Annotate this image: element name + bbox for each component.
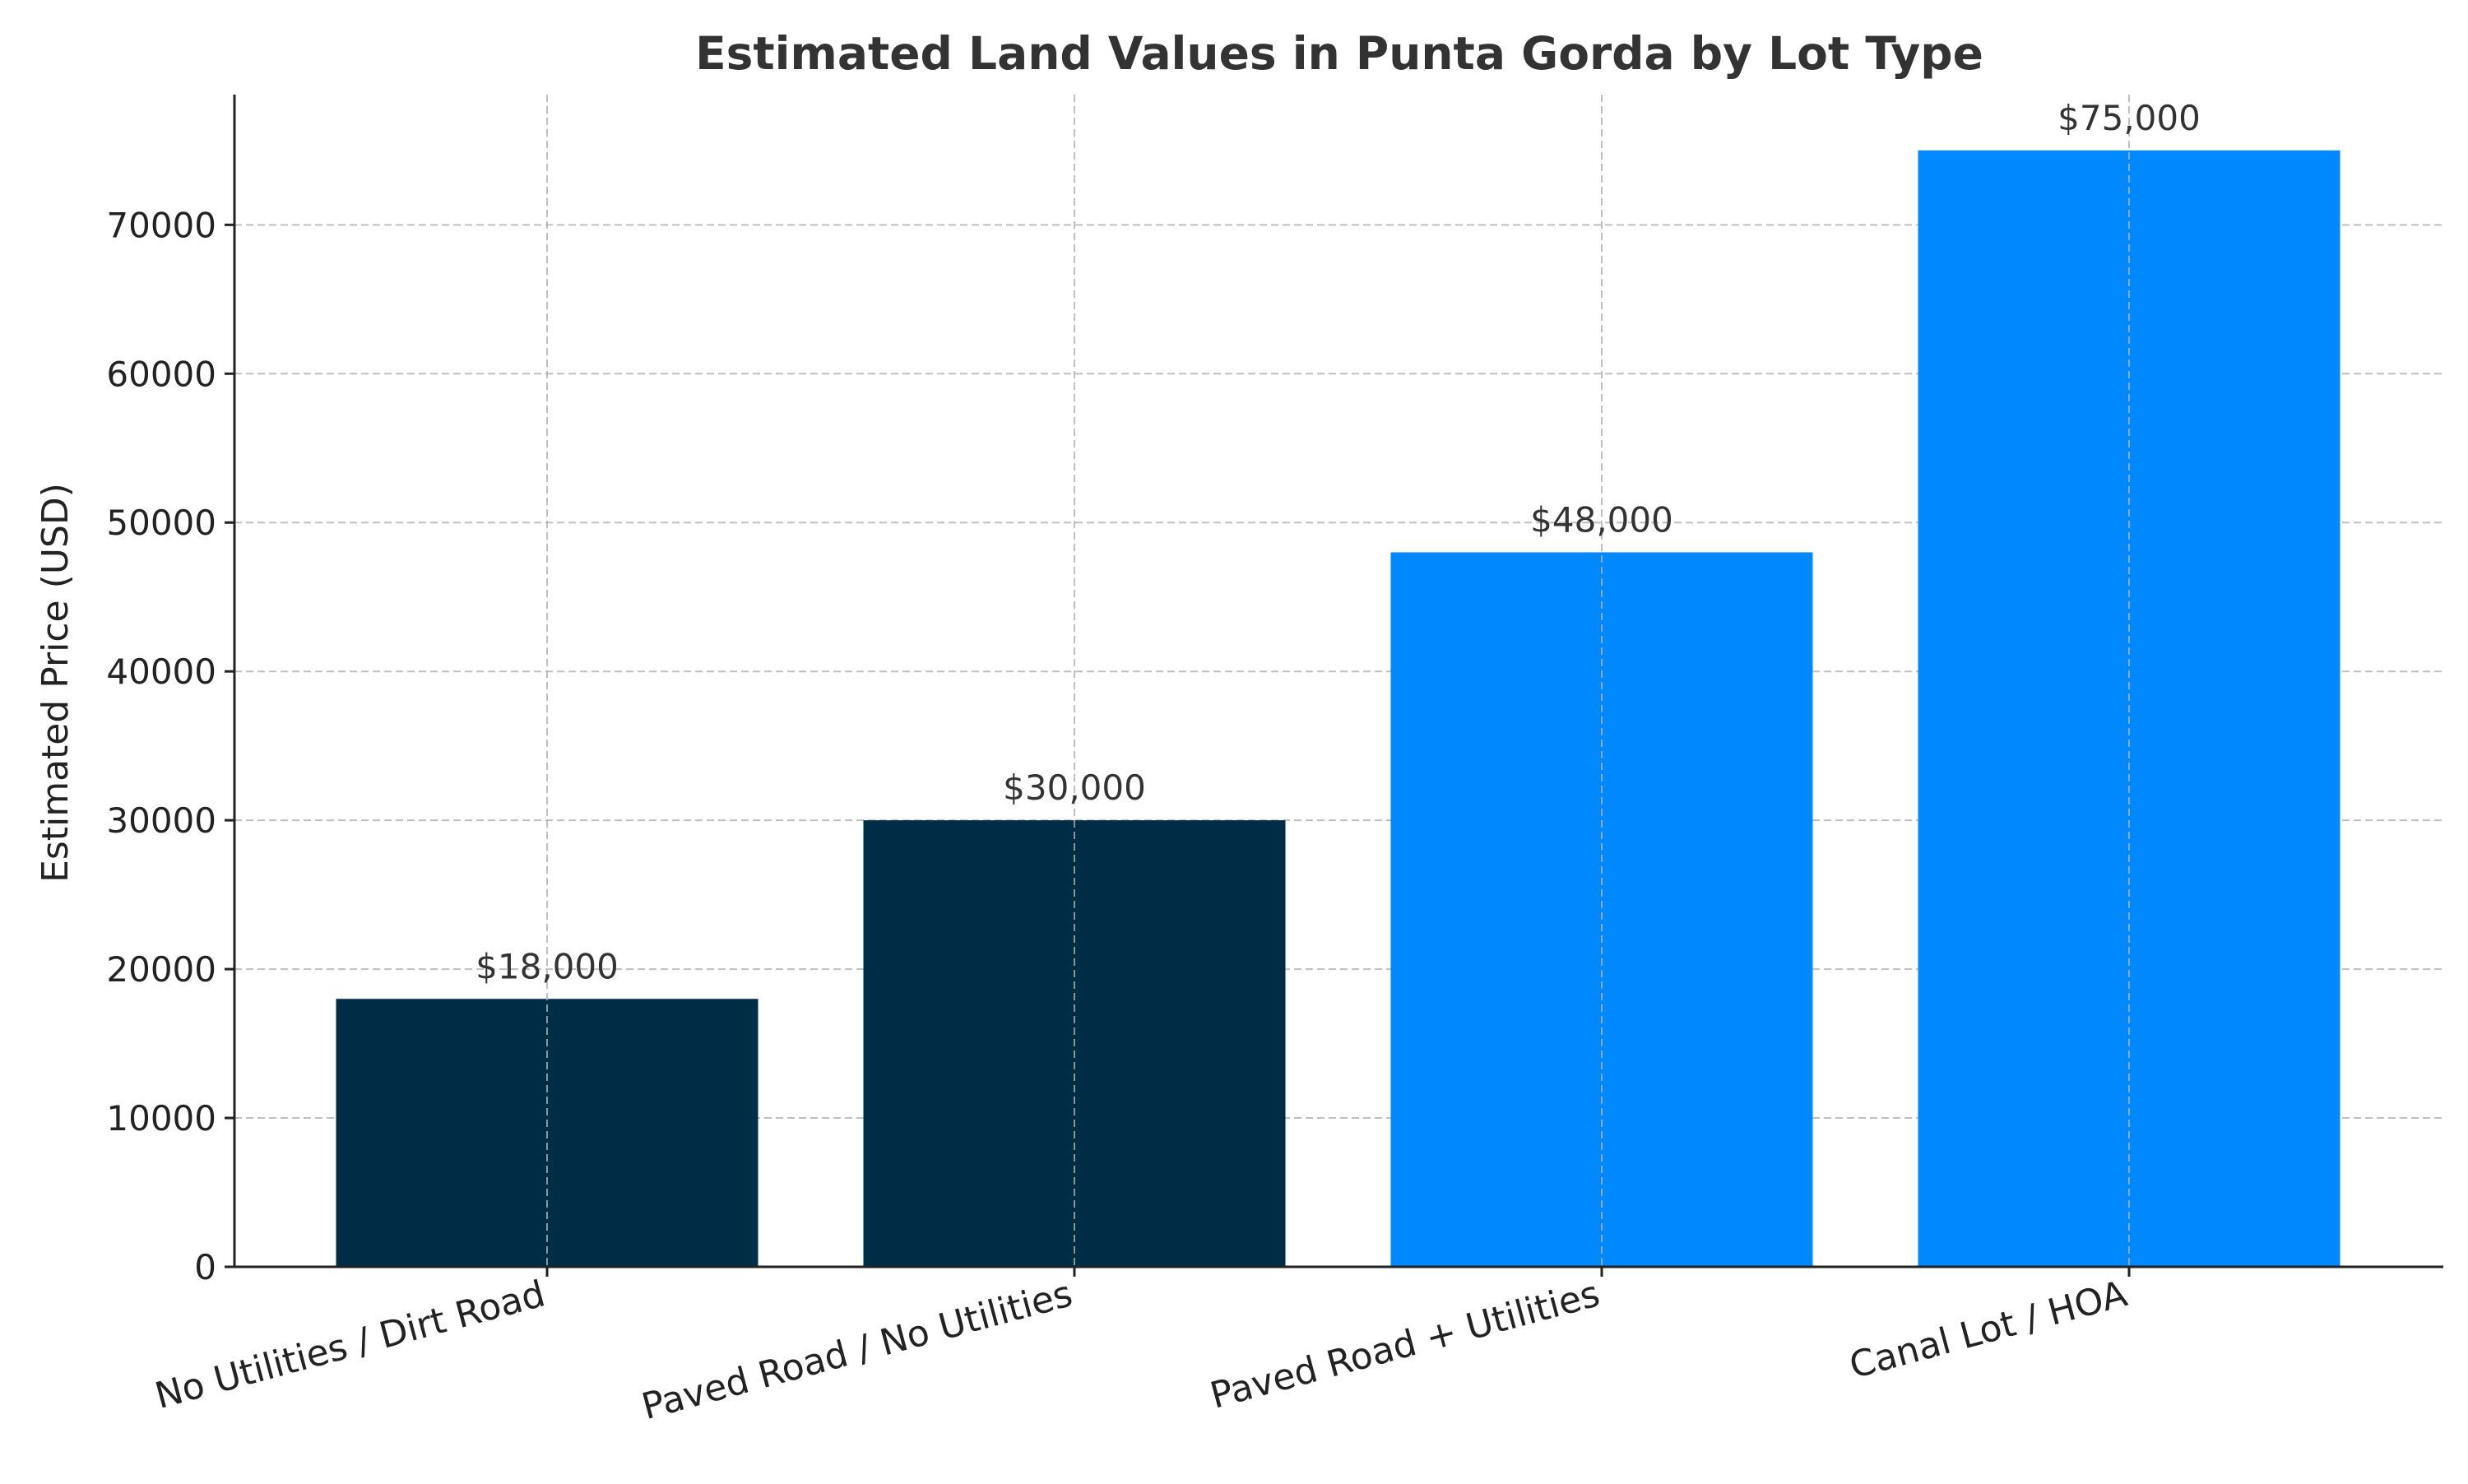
y-tick-label: 60000 <box>106 354 216 394</box>
y-tick-label: 40000 <box>106 652 216 692</box>
data-label: $30,000 <box>1003 768 1146 808</box>
data-label: $75,000 <box>2057 98 2201 138</box>
y-tick-label: 20000 <box>106 949 216 990</box>
y-tick-label: 0 <box>194 1247 216 1287</box>
y-tick-label: 70000 <box>106 205 216 245</box>
y-tick-label: 50000 <box>106 503 216 543</box>
data-label: $48,000 <box>1530 499 1673 540</box>
y-axis-label: Estimated Price (USD) <box>35 483 77 883</box>
chart-title: Estimated Land Values in Punta Gorda by … <box>695 27 1983 80</box>
data-label: $18,000 <box>476 946 619 986</box>
y-tick-label: 10000 <box>106 1098 216 1139</box>
axes <box>225 95 2443 1277</box>
y-tick-label: 30000 <box>106 800 216 841</box>
